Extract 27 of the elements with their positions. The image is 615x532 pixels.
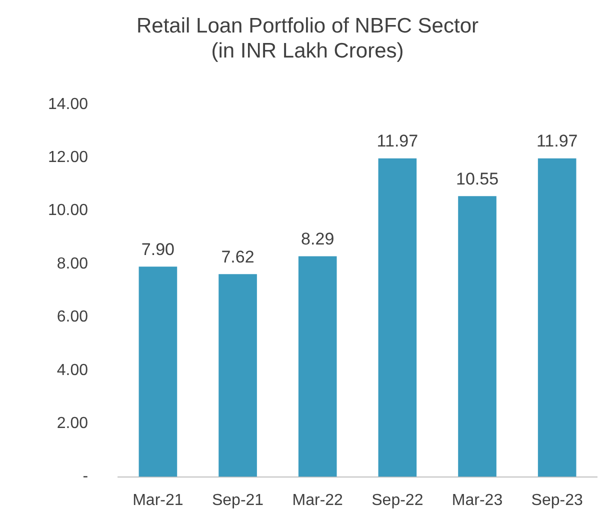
bar bbox=[538, 158, 576, 477]
bar bbox=[298, 256, 337, 477]
bar bbox=[378, 158, 417, 477]
data-label: 7.62 bbox=[221, 247, 254, 266]
bar bbox=[218, 274, 257, 477]
data-label: 11.97 bbox=[376, 132, 418, 151]
x-tick-label: Mar-23 bbox=[452, 492, 503, 509]
x-tick-label: Mar-22 bbox=[292, 492, 344, 509]
y-tick-label: 12.00 bbox=[48, 149, 88, 166]
y-tick-label: 6.00 bbox=[56, 308, 88, 326]
data-label: 7.90 bbox=[141, 240, 174, 259]
x-tick-label: Sep-22 bbox=[372, 492, 424, 509]
y-tick-label: 14.00 bbox=[48, 96, 88, 113]
data-label: 11.97 bbox=[536, 132, 578, 151]
y-tick-label: 8.00 bbox=[56, 255, 88, 272]
y-tick-label: - bbox=[82, 468, 88, 486]
y-tick-label: 10.00 bbox=[48, 202, 88, 220]
data-label: 8.29 bbox=[301, 229, 334, 248]
x-tick-label: Sep-21 bbox=[212, 492, 264, 509]
x-tick-label: Sep-23 bbox=[531, 492, 583, 509]
y-tick-label: 4.00 bbox=[56, 362, 88, 379]
data-label: 10.55 bbox=[456, 169, 499, 188]
chart-title: Retail Loan Portfolio of NBFC Sector (in INR Lakh Crores) bbox=[136, 14, 478, 63]
x-tick-label: Mar-21 bbox=[132, 492, 184, 509]
bar bbox=[458, 196, 496, 477]
y-tick-label: 2.00 bbox=[56, 415, 88, 432]
bar bbox=[138, 266, 178, 477]
